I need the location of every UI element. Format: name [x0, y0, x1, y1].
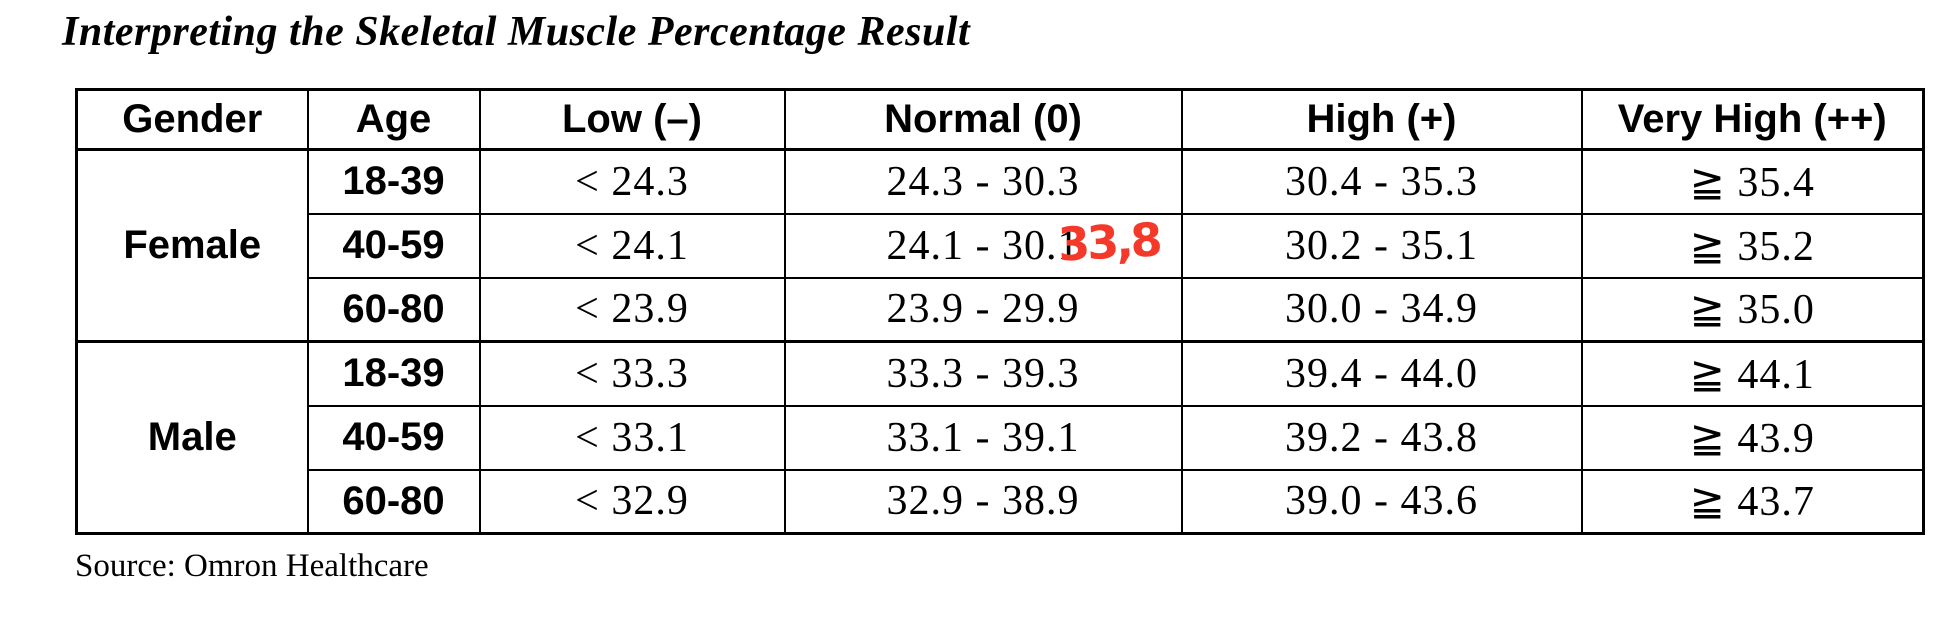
header-very-high: Very High (++) — [1580, 88, 1925, 151]
source-attribution: Source: Omron Healthcare — [75, 548, 429, 584]
low-cell: < 24.3 — [478, 148, 786, 215]
age-cell: 60-80 — [306, 468, 481, 535]
age-cell: 18-39 — [306, 148, 481, 215]
very-high-cell: ≧ 43.9 — [1580, 404, 1925, 471]
normal-cell: 32.9 - 38.9 — [783, 468, 1183, 535]
normal-cell: 33.1 - 39.1 — [783, 404, 1183, 471]
normal-cell: 23.9 - 29.9 — [783, 276, 1183, 343]
table-header-row: Gender Age Low (–) Normal (0) High (+) V… — [75, 88, 1925, 151]
age-cell: 40-59 — [306, 212, 481, 279]
very-high-cell: ≧ 43.7 — [1580, 468, 1925, 535]
table-row-female-40-59: 40-59 < 24.1 24.1 - 30.1 33,8 30.2 - 35.… — [77, 212, 1925, 279]
table-row-female-18-39: Female 18-39 < 24.3 24.3 - 30.3 30.4 - 3… — [75, 148, 1925, 343]
age-cell: 40-59 — [306, 404, 481, 471]
age-cell: 18-39 — [306, 340, 481, 407]
gender-cell-male: Male — [75, 340, 309, 535]
table-row-male-60-80: 60-80 < 32.9 32.9 - 38.9 39.0 - 43.6 ≧ 4… — [77, 468, 1925, 535]
high-cell: 30.2 - 35.1 — [1180, 212, 1583, 279]
skeletal-muscle-percentage-table: Gender Age Low (–) Normal (0) High (+) V… — [75, 88, 1925, 535]
gender-cell-female: Female — [75, 148, 309, 343]
high-cell: 30.0 - 34.9 — [1180, 276, 1583, 343]
header-gender: Gender — [75, 88, 309, 151]
high-cell: 30.4 - 35.3 — [1180, 148, 1583, 215]
very-high-cell: ≧ 44.1 — [1580, 340, 1925, 407]
header-age: Age — [306, 88, 481, 151]
high-cell: 39.0 - 43.6 — [1180, 468, 1583, 535]
normal-value: 24.1 - 30.1 — [886, 222, 1080, 269]
low-cell: < 33.1 — [478, 404, 786, 471]
low-cell: < 33.3 — [478, 340, 786, 407]
normal-cell: 33.3 - 39.3 — [783, 340, 1183, 407]
low-cell: < 32.9 — [478, 468, 786, 535]
very-high-cell: ≧ 35.0 — [1580, 276, 1925, 343]
table-row-male-40-59: 40-59 < 33.1 33.1 - 39.1 39.2 - 43.8 ≧ 4… — [77, 404, 1925, 471]
very-high-cell: ≧ 35.4 — [1580, 148, 1925, 215]
page-title: Interpreting the Skeletal Muscle Percent… — [62, 9, 971, 55]
normal-cell: 24.1 - 30.1 33,8 — [783, 212, 1183, 279]
age-cell: 60-80 — [306, 276, 481, 343]
high-cell: 39.2 - 43.8 — [1180, 404, 1583, 471]
header-low: Low (–) — [478, 88, 786, 151]
header-high: High (+) — [1180, 88, 1583, 151]
table-row-female-60-80: 60-80 < 23.9 23.9 - 29.9 30.0 - 34.9 ≧ 3… — [77, 276, 1925, 343]
low-cell: < 23.9 — [478, 276, 786, 343]
very-high-cell: ≧ 35.2 — [1580, 212, 1925, 279]
high-cell: 39.4 - 44.0 — [1180, 340, 1583, 407]
header-normal: Normal (0) — [783, 88, 1183, 151]
low-cell: < 24.1 — [478, 212, 786, 279]
normal-cell: 24.3 - 30.3 — [783, 148, 1183, 215]
table-row-male-18-39: Male 18-39 < 33.3 33.3 - 39.3 39.4 - 44.… — [75, 340, 1925, 535]
